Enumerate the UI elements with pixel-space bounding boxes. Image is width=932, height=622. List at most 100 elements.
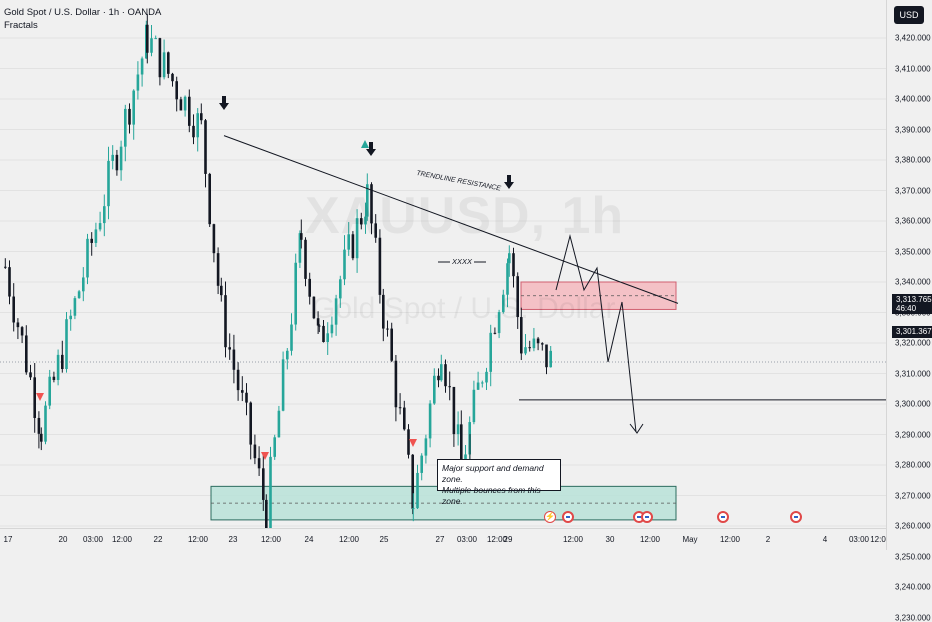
- level-price-label: 3,301.367: [892, 326, 932, 338]
- candle-body: [390, 328, 393, 361]
- callout-line-1: Major support and demand zone.: [442, 463, 544, 484]
- candle-body: [188, 96, 191, 126]
- time-tick: 22: [153, 535, 163, 544]
- candle-body: [298, 233, 302, 263]
- time-tick: 12:00: [187, 535, 209, 544]
- candle-body: [56, 354, 60, 380]
- time-tick: 03:00: [456, 535, 478, 544]
- candle-body: [192, 125, 195, 138]
- us-flag-event-icon[interactable]: [790, 511, 802, 523]
- candle-body: [493, 332, 497, 334]
- candle-body: [216, 253, 220, 286]
- us-flag-event-icon[interactable]: [562, 511, 574, 523]
- candle-body: [460, 424, 463, 463]
- time-tick: 27: [435, 535, 445, 544]
- time-tick: 30: [605, 535, 615, 544]
- time-axis[interactable]: 17 20 03:00 12:00 22 12:00 23 12:00 24 12:00 25 27 0…: [0, 528, 886, 550]
- candle-body: [549, 350, 552, 368]
- time-tick: 2: [765, 535, 771, 544]
- candle-body: [351, 234, 355, 259]
- candle-body: [364, 216, 367, 225]
- time-tick: 12:00: [260, 535, 282, 544]
- candle-body: [374, 223, 377, 238]
- candle-body: [290, 324, 293, 351]
- trendline-resistance: [223, 135, 679, 304]
- price-tick: 3,340.000: [895, 277, 931, 287]
- candle-body: [281, 359, 285, 411]
- candle-body: [111, 154, 114, 161]
- candle-body: [44, 405, 47, 442]
- candle-body: [150, 38, 153, 53]
- candle-body: [98, 223, 102, 230]
- down-arrow-icon: [504, 175, 514, 189]
- candle-body: [273, 437, 276, 457]
- candle-body: [286, 350, 289, 360]
- candle-body: [77, 291, 81, 299]
- candle-body: [536, 338, 540, 344]
- candle-body: [448, 386, 451, 388]
- candle-body: [220, 285, 223, 296]
- price-tick: 3,310.000: [895, 369, 931, 378]
- price-tick: 3,400.000: [895, 94, 931, 104]
- time-tick: 12:00: [639, 535, 661, 544]
- candle-body: [294, 262, 297, 325]
- fractal-down-icon: [36, 393, 44, 401]
- candle-body: [394, 360, 398, 408]
- price-tick: 3,240.000: [895, 582, 931, 592]
- candle-body: [541, 343, 544, 345]
- support-callout[interactable]: Major support and demand zone. Multiple …: [437, 459, 561, 506]
- candle-body: [497, 312, 501, 334]
- down-arrow-icon: [366, 142, 376, 156]
- down-arrow-icon: [219, 96, 229, 110]
- candle-body: [355, 218, 359, 259]
- price-tick: 3,370.000: [895, 186, 931, 195]
- price-axis[interactable]: 3,420.000 3,410.000 3,400.000 3,390.000 3,38…: [886, 0, 932, 622]
- candle-body: [158, 38, 162, 78]
- candle-body: [444, 364, 447, 387]
- candle-body: [366, 184, 369, 217]
- price-tick: 3,260.000: [895, 521, 931, 531]
- candle-body: [25, 335, 28, 373]
- candle-body: [154, 38, 157, 40]
- time-tick: 12:00: [562, 535, 584, 544]
- candle-body: [334, 298, 338, 325]
- candle-body: [440, 364, 443, 381]
- chart-area[interactable]: Gold Spot / U.S. Dollar · 1h · OANDA Fra…: [0, 0, 886, 528]
- candle-body: [90, 238, 93, 243]
- candle-body: [132, 90, 135, 125]
- candle-body: [326, 333, 329, 343]
- candle-body: [489, 332, 492, 372]
- us-flag-event-icon[interactable]: [717, 511, 729, 523]
- candle-body: [208, 173, 211, 225]
- price-chart[interactable]: [0, 0, 886, 528]
- callout-line-2: Multiple bounces from this zone.: [442, 485, 541, 506]
- price-tick: 3,360.000: [895, 216, 931, 226]
- candle-body: [386, 328, 389, 330]
- candle-body: [528, 347, 531, 349]
- candle-body: [162, 52, 166, 78]
- us-flag-event-icon[interactable]: [641, 511, 653, 523]
- candle-body: [37, 417, 41, 434]
- time-tick: 12:00: [719, 535, 741, 544]
- candle-body: [304, 239, 307, 279]
- candle-body: [107, 160, 110, 207]
- bar-countdown: 46:40: [896, 304, 917, 313]
- candle-body: [171, 73, 174, 82]
- candle-body: [249, 402, 252, 445]
- candle-body: [179, 99, 183, 111]
- candle-body: [69, 315, 72, 320]
- indicator-label[interactable]: Fractals: [4, 20, 38, 31]
- currency-button[interactable]: USD: [894, 6, 924, 24]
- price-tick: 3,280.000: [895, 460, 931, 470]
- time-tick: 12:00: [338, 535, 360, 544]
- time-tick: 12:0: [870, 535, 886, 544]
- price-tick: 3,410.000: [895, 64, 931, 73]
- flash-event-icon[interactable]: ⚡: [544, 511, 556, 523]
- candle-body: [52, 376, 56, 380]
- candle-body: [128, 108, 131, 125]
- range-label[interactable]: XXXX: [452, 257, 473, 266]
- time-tick: 03:00: [848, 535, 870, 544]
- candle-body: [322, 325, 325, 343]
- candle-body: [224, 295, 227, 348]
- candle-body: [8, 267, 11, 297]
